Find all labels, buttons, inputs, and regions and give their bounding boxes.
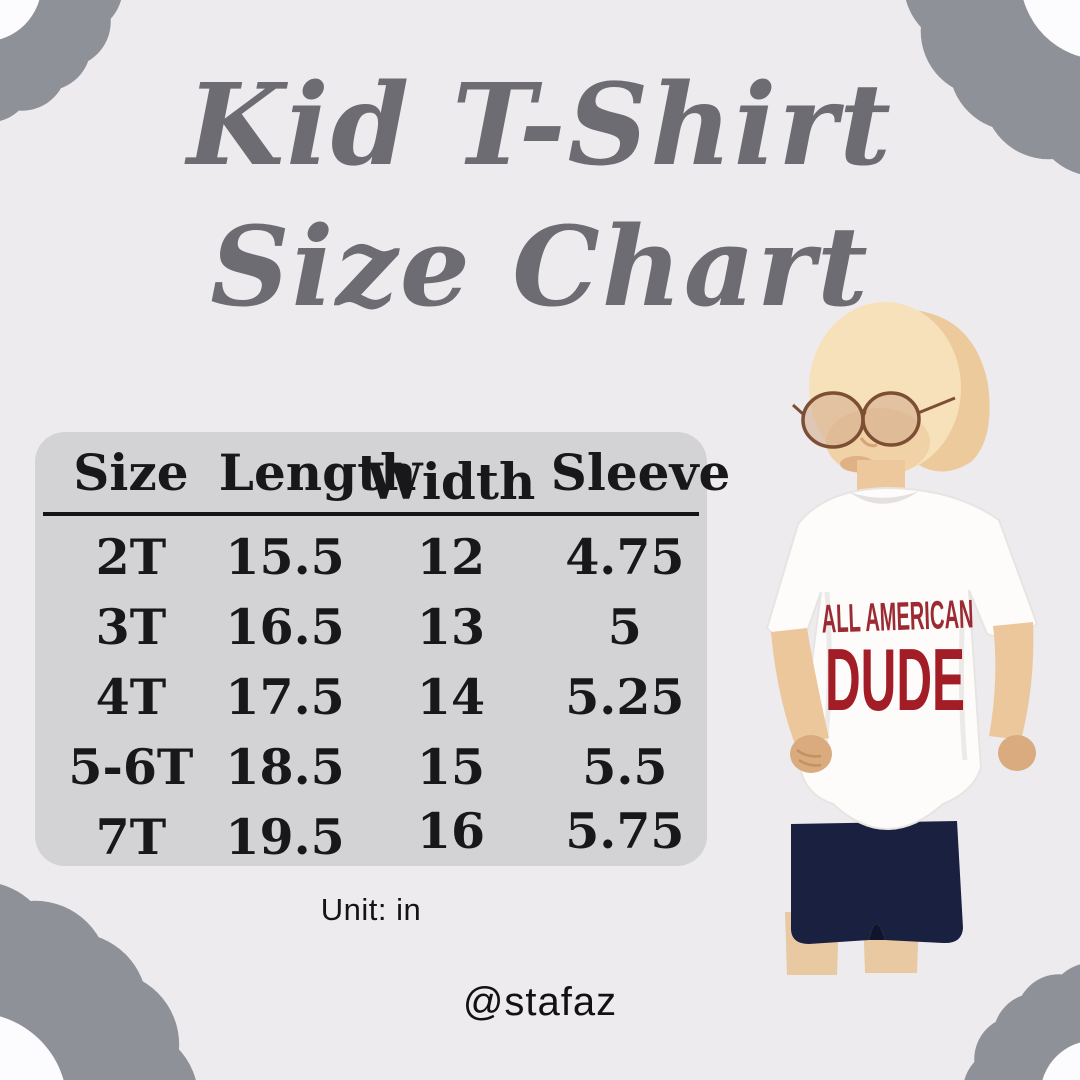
table-cell: 12 — [416, 528, 486, 586]
size-table-header-row: Size Length Width Sleeve — [43, 432, 730, 516]
toddler-left-hand — [790, 735, 832, 773]
table-cell: 5.75 — [565, 802, 685, 860]
creator-handle: @stafaz — [462, 980, 618, 1024]
table-row: 3T 16.5 13 5 — [43, 592, 699, 662]
column-header: Length — [218, 432, 417, 516]
table-cell: 7T — [95, 808, 167, 866]
table-row: 7T 19.5 16 5.75 — [43, 802, 699, 872]
column-header: Size — [43, 432, 219, 516]
column-header: Sleeve — [550, 432, 730, 516]
table-cell: 5 — [607, 598, 642, 656]
toddler-left-arm — [771, 628, 829, 744]
tshirt-text-line2: DUDE — [825, 630, 965, 729]
table-cell: 15.5 — [225, 528, 345, 586]
toddler-nose — [859, 437, 878, 448]
table-row: 2T 15.5 12 4.75 — [43, 514, 699, 592]
table-cell: 16.5 — [225, 598, 345, 656]
table-cell: 13 — [416, 598, 486, 656]
table-cell: 3T — [95, 598, 167, 656]
page-title: Kid T-Shirt Size Chart — [0, 54, 1080, 338]
size-table-panel: Size Length Width Sleeve 2T 15.5 12 4.75 3T 16.5… — [35, 432, 730, 866]
table-cell: 2T — [95, 528, 167, 586]
table-cell: 14 — [416, 668, 486, 726]
toddler-right-hand — [998, 735, 1036, 771]
table-cell: 4.75 — [565, 528, 685, 586]
size-table: Size Length Width Sleeve 2T 15.5 12 4.75 3T 16.5… — [43, 432, 730, 872]
size-table-body: 2T 15.5 12 4.75 3T 16.5 13 5 4T 17.5 14 5.25 5-6T 18.… — [43, 514, 699, 872]
table-cell: 5-6T — [68, 738, 194, 796]
toddler-tshirt — [765, 486, 1039, 830]
page-title-line2: Size Chart — [210, 202, 870, 332]
unit-label: Unit: in — [320, 892, 422, 927]
table-cell: 19.5 — [225, 808, 345, 866]
table-cell: 5.5 — [582, 738, 668, 796]
tshirt-collar — [849, 491, 919, 504]
toddler-shorts — [791, 821, 963, 944]
table-row: 5-6T 18.5 15 5.5 — [43, 732, 699, 802]
table-cell: 17.5 — [225, 668, 345, 726]
page-title-line1: Kid T-Shirt — [186, 60, 894, 191]
table-cell: 15 — [416, 738, 486, 796]
table-cell: 5.25 — [565, 668, 685, 726]
table-cell: 16 — [416, 802, 486, 860]
tshirt-text-line1: ALL AMERICAN — [821, 592, 974, 641]
toddler-right-arm — [989, 622, 1034, 740]
toddler-photo: ALL AMERICAN DUDE — [765, 302, 1039, 975]
column-header: Width — [351, 432, 551, 516]
table-cell: 18.5 — [225, 738, 345, 796]
table-cell: 4T — [95, 668, 167, 726]
table-row: 4T 17.5 14 5.25 — [43, 662, 699, 732]
sunglasses-icon — [791, 391, 956, 449]
